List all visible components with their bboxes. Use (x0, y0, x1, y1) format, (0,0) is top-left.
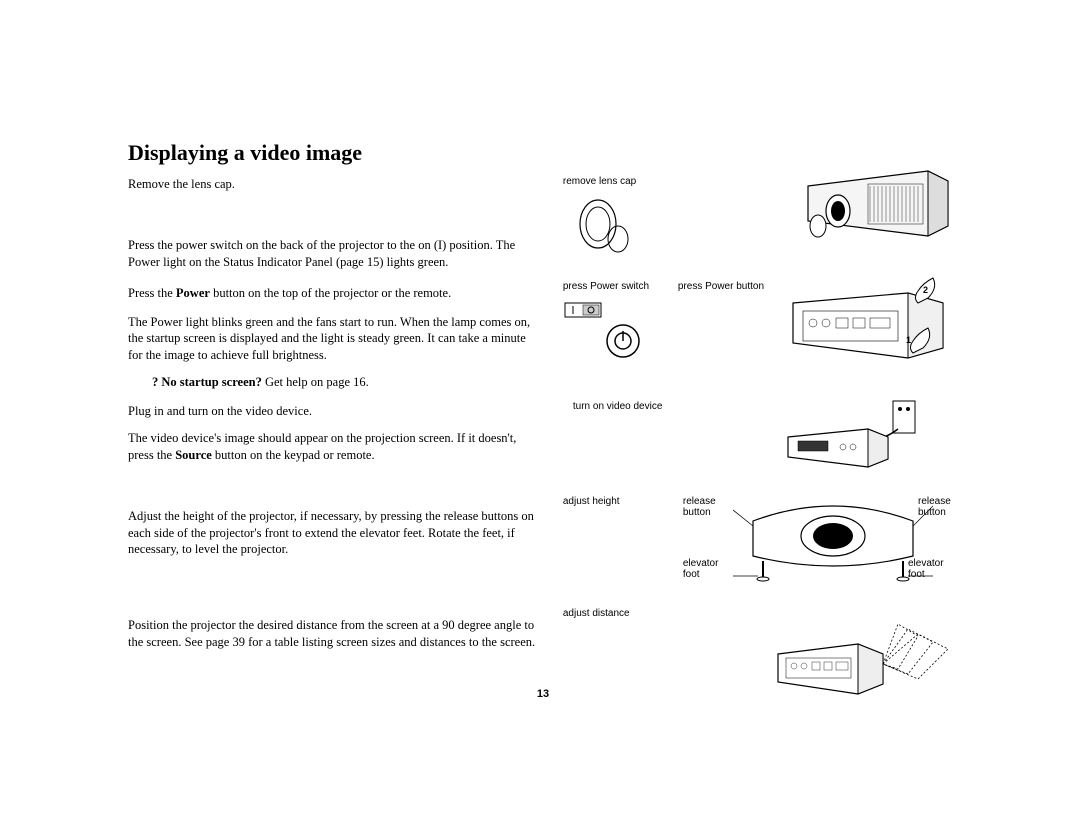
para-plug-in: Plug in and turn on the video device. (128, 403, 543, 420)
caption-release-button-left: releasebutton (683, 496, 723, 518)
power-button-icon (603, 321, 643, 361)
main-text-column: Remove the lens cap. Press the power swi… (128, 176, 543, 711)
para-power-button: Press the Power button on the top of the… (128, 285, 543, 302)
caption-adjust-distance: adjust distance (563, 608, 630, 619)
svg-text:1: 1 (906, 335, 911, 345)
para-power-light: The Power light blinks green and the fan… (128, 314, 543, 365)
page-number: 13 (537, 688, 549, 711)
projector-back-hands-icon: 2 1 (778, 273, 958, 373)
page-title: Displaying a video image (128, 140, 958, 166)
illustration-column: remove lens cap (563, 176, 958, 711)
lens-cap-icon (563, 194, 643, 264)
para-adjust-distance: Position the projector the desired dista… (128, 617, 543, 651)
projector-front-icon (788, 166, 958, 256)
para-power-switch: Press the power switch on the back of th… (128, 237, 543, 271)
para-no-startup: ? No startup screen? Get help on page 16… (128, 374, 543, 391)
power-switch-icon (563, 301, 603, 319)
projector-distance-icon (768, 614, 958, 704)
para-remove-lens-cap: Remove the lens cap. (128, 176, 543, 193)
para-adjust-height: Adjust the height of the projector, if n… (128, 508, 543, 559)
svg-text:2: 2 (923, 285, 928, 295)
caption-video-device: turn on video device (573, 401, 663, 412)
caption-elevator-foot-left: elevatorfoot (683, 558, 733, 580)
caption-power-button: press Power button (678, 281, 764, 292)
caption-remove-lens-cap: remove lens cap (563, 176, 636, 187)
projector-height-icon (733, 486, 933, 591)
video-device-icon (768, 399, 948, 469)
caption-power-switch: press Power switch (563, 281, 649, 292)
para-source: The video device's image should appear o… (128, 430, 543, 464)
caption-adjust-height: adjust height (563, 496, 620, 507)
